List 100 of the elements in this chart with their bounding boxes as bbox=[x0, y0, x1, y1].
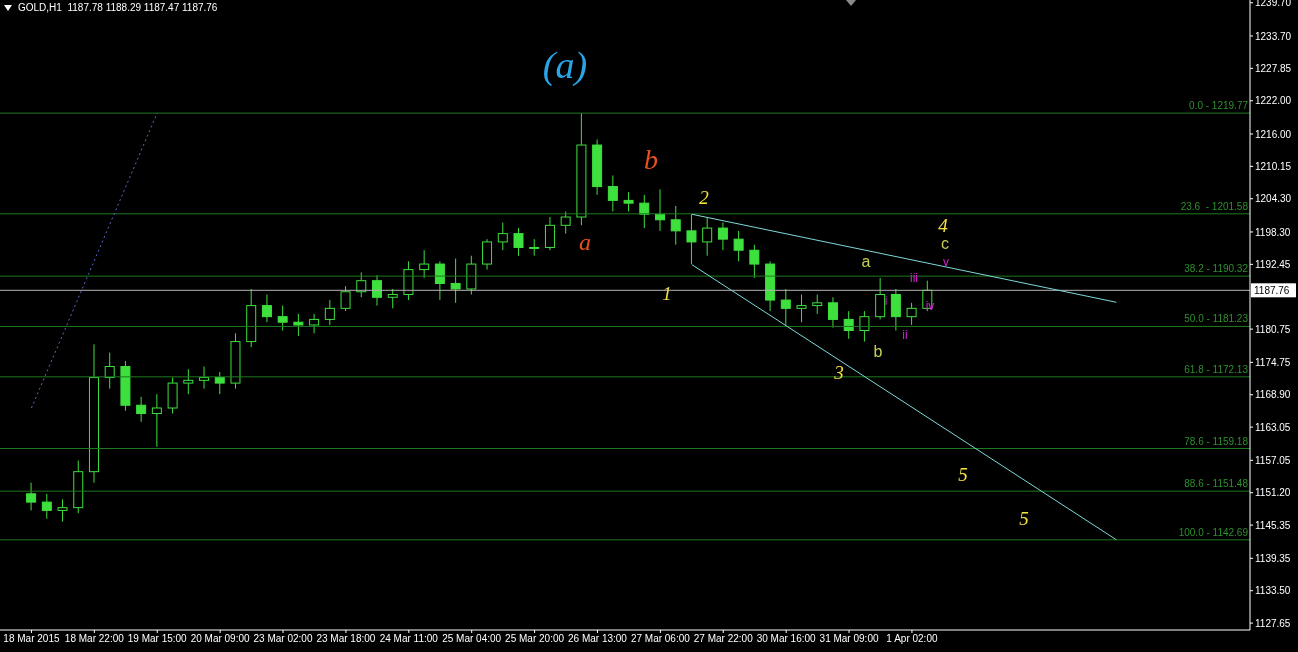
x-tick-label: 27 Mar 22:00 bbox=[693, 633, 754, 645]
y-tick-label: 1163.05 bbox=[1255, 421, 1291, 433]
candlestick bbox=[513, 227, 524, 257]
annotation: 100.0 - 1142.69 bbox=[1178, 526, 1248, 539]
y-tick-label: 1233.70 bbox=[1255, 30, 1292, 42]
candlestick bbox=[309, 313, 320, 334]
candlestick bbox=[655, 188, 666, 232]
annotation: a bbox=[861, 253, 871, 270]
candlestick bbox=[434, 260, 445, 301]
candlestick bbox=[875, 277, 886, 320]
candlestick bbox=[104, 352, 115, 390]
y-tick-label: 1151.20 bbox=[1255, 487, 1291, 499]
y-tick-label: 1174.75 bbox=[1255, 356, 1291, 368]
candlestick bbox=[780, 288, 791, 326]
y-tick-label: 1227.85 bbox=[1255, 62, 1292, 74]
candlestick bbox=[372, 274, 382, 307]
annotation: 61.8 - 1172.13 bbox=[1184, 363, 1248, 376]
annotation: (a) bbox=[542, 44, 588, 86]
annotation: 88.6 - 1151.48 bbox=[1184, 478, 1248, 491]
candlestick bbox=[387, 288, 398, 309]
candlestick bbox=[26, 482, 37, 511]
annotation: 5 bbox=[958, 463, 968, 485]
x-tick-label: 25 Mar 20:00 bbox=[505, 633, 565, 645]
ref-line-label: 1187.76 bbox=[1254, 285, 1290, 297]
annotation: b bbox=[873, 343, 883, 360]
x-tick-label: 30 Mar 16:00 bbox=[756, 633, 817, 645]
candlestick bbox=[151, 393, 162, 448]
annotation: 23.6 - 1201.58 bbox=[1180, 200, 1248, 213]
y-tick-label: 1157.05 bbox=[1255, 454, 1291, 466]
y-tick-label: 1127.65 bbox=[1255, 617, 1291, 629]
candlestick bbox=[183, 368, 194, 395]
y-tick-label: 1192.45 bbox=[1255, 258, 1291, 270]
candlestick bbox=[544, 216, 555, 251]
candlestick bbox=[199, 365, 210, 390]
y-tick-label: 1145.35 bbox=[1255, 519, 1291, 531]
candlestick bbox=[482, 238, 493, 271]
candlestick bbox=[623, 191, 634, 212]
candlestick bbox=[717, 222, 728, 251]
x-tick-label: 27 Mar 06:00 bbox=[630, 633, 691, 645]
candlestick bbox=[906, 302, 917, 326]
annotation: c bbox=[941, 235, 949, 252]
y-tick-label: 1210.15 bbox=[1255, 160, 1292, 172]
candlestick bbox=[607, 174, 618, 212]
x-tick-label: 24 Mar 11:00 bbox=[379, 633, 439, 645]
x-tick-label: 18 Mar 22:00 bbox=[64, 633, 125, 645]
candlestick bbox=[749, 244, 760, 279]
x-tick-label: 18 Mar 2015 bbox=[3, 633, 60, 645]
y-tick-label: 1239.70 bbox=[1255, 0, 1292, 9]
annotation: 0.0 - 1219.77 bbox=[1189, 100, 1248, 113]
candlestick bbox=[890, 288, 901, 331]
candlestick bbox=[859, 310, 870, 343]
x-tick-label: 23 Mar 18:00 bbox=[316, 633, 376, 645]
candlestick bbox=[733, 230, 744, 262]
candlestick bbox=[214, 371, 225, 395]
annotation: 2 bbox=[699, 186, 709, 208]
x-tick-label: 26 Mar 13:00 bbox=[568, 633, 628, 645]
x-tick-label: 23 Mar 02:00 bbox=[253, 633, 313, 645]
annotation: 4 bbox=[938, 214, 948, 236]
y-tick-label: 1139.35 bbox=[1255, 552, 1291, 564]
x-tick-label: 19 Mar 15:00 bbox=[127, 633, 188, 645]
candlestick bbox=[324, 299, 335, 326]
candlestick bbox=[639, 194, 650, 229]
y-tick-label: 1133.50 bbox=[1255, 585, 1291, 597]
candlestick bbox=[560, 210, 571, 235]
annotation: 78.6 - 1159.18 bbox=[1184, 435, 1248, 448]
candlestick bbox=[419, 249, 430, 279]
annotation: iii bbox=[910, 271, 918, 285]
annotation: a bbox=[579, 229, 591, 255]
candlestick bbox=[261, 294, 272, 323]
x-tick-label: 25 Mar 04:00 bbox=[442, 633, 502, 645]
candlestick bbox=[686, 213, 697, 265]
candlestick bbox=[277, 305, 288, 331]
candlestick bbox=[497, 222, 508, 251]
annotation: 3 bbox=[834, 361, 844, 383]
y-tick-label: 1222.00 bbox=[1255, 95, 1292, 107]
candlestick bbox=[340, 285, 351, 312]
y-tick-label: 1198.30 bbox=[1255, 226, 1291, 238]
candlestick bbox=[57, 498, 68, 522]
candlestick bbox=[41, 493, 52, 520]
candlestick bbox=[670, 205, 681, 246]
x-tick-label: 20 Mar 09:00 bbox=[190, 633, 251, 645]
candlestick bbox=[356, 271, 367, 298]
candlestick bbox=[827, 296, 838, 329]
candlestick bbox=[843, 310, 854, 340]
annotation: 38.2 - 1190.32 bbox=[1184, 263, 1248, 276]
candlestick bbox=[702, 216, 713, 257]
annotation: ii bbox=[902, 328, 908, 342]
candlestick bbox=[450, 258, 461, 304]
y-tick-label: 1216.00 bbox=[1255, 128, 1292, 140]
annotation: b bbox=[644, 144, 658, 175]
candlestick bbox=[812, 294, 823, 315]
chart-title: GOLD,H1 1187.78 1188.29 1187.47 1187.76 bbox=[18, 2, 218, 13]
x-tick-label: 1 Apr 02:00 bbox=[886, 633, 938, 645]
y-tick-label: 1180.75 bbox=[1255, 323, 1291, 335]
y-tick-label: 1204.30 bbox=[1255, 193, 1292, 205]
y-tick-label: 1168.90 bbox=[1255, 389, 1291, 401]
candlestick bbox=[136, 396, 147, 423]
candlestick bbox=[293, 313, 304, 337]
annotation: i bbox=[884, 294, 888, 308]
annotation: v bbox=[943, 255, 949, 269]
